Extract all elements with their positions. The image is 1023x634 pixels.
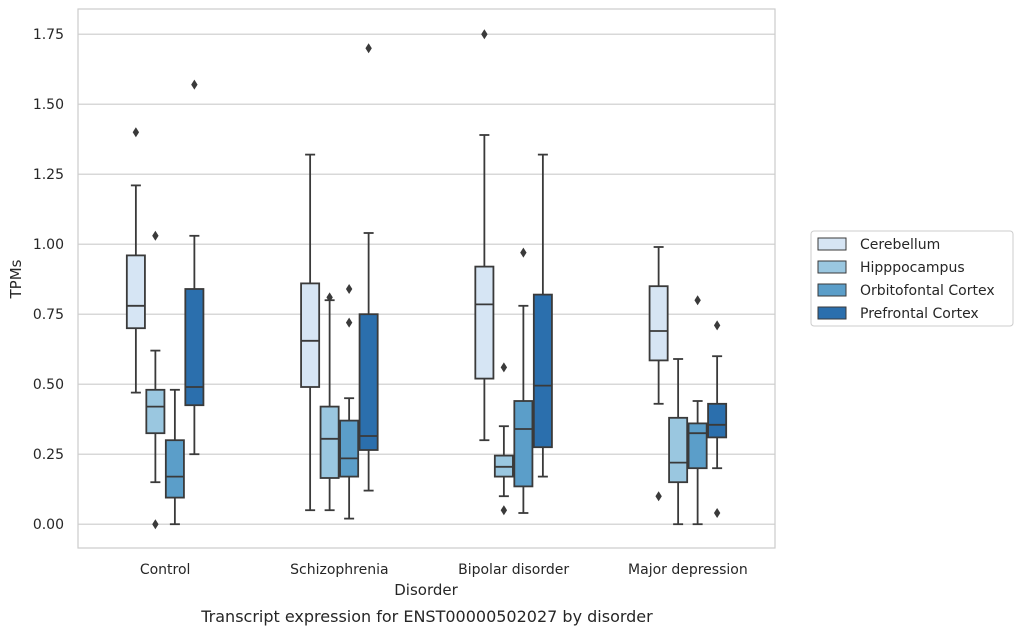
y-tick-label: 0.00: [33, 517, 64, 533]
series-hipppocampus: [145, 230, 689, 530]
x-axis-label: Disorder: [394, 581, 458, 599]
box-bipolar-disorder: [493, 362, 514, 516]
box-body: [707, 402, 728, 439]
box-control: [164, 388, 185, 526]
box-major-depression: [707, 320, 728, 518]
y-tick-label: 1.00: [33, 237, 64, 253]
box-body: [319, 405, 340, 479]
chart-caption: Transcript expression for ENST0000050202…: [200, 607, 653, 626]
box-control: [145, 230, 166, 530]
x-tick-label: Control: [140, 562, 191, 578]
x-tick-label: Major depression: [628, 562, 748, 578]
legend-label: Orbitofontal Cortex: [860, 283, 995, 299]
box-major-depression: [668, 358, 689, 526]
box-series-group: [125, 29, 728, 530]
y-axis-ticks: 0.00 0.25 0.50 0.75 1.00 1.25 1.50 1.75: [33, 27, 64, 533]
plot-area-frame: [77, 8, 776, 549]
box-body: [358, 313, 379, 451]
y-tick-label: 0.25: [33, 447, 64, 463]
box-bipolar-disorder: [532, 153, 553, 478]
box-bipolar-disorder: [513, 247, 534, 514]
box-body: [125, 254, 146, 330]
box-schizophrenia: [339, 284, 360, 520]
outlier-point: [152, 519, 159, 530]
series-orbitofontal-cortex: [164, 247, 708, 526]
y-tick-label: 1.75: [33, 27, 64, 43]
outlier-point: [132, 127, 140, 138]
box-body: [339, 419, 360, 478]
outlier-point: [345, 284, 353, 294]
legend-swatch: [817, 260, 847, 274]
legend-swatch: [817, 306, 847, 320]
legend-label: Hipppocampus: [860, 260, 965, 276]
y-axis-label: TPMs: [7, 259, 25, 299]
outlier-point: [500, 505, 508, 516]
outlier-point: [191, 79, 198, 90]
outlier-point: [481, 29, 488, 40]
box-schizophrenia: [319, 292, 340, 512]
box-body: [668, 416, 689, 484]
legend-swatch: [817, 237, 847, 251]
y-tick-label: 0.75: [33, 307, 64, 323]
x-tick-label: Bipolar disorder: [458, 562, 569, 578]
outlier-point: [500, 362, 508, 373]
box-body: [184, 288, 205, 407]
box-body: [474, 265, 495, 380]
outlier-point: [345, 317, 353, 328]
box-schizophrenia: [300, 153, 321, 512]
y-tick-label: 1.50: [33, 97, 64, 113]
y-tick-label: 1.25: [33, 167, 64, 183]
y-tick-label: 0.50: [33, 377, 64, 393]
outlier-point: [713, 320, 721, 331]
box-bipolar-disorder: [474, 29, 495, 442]
box-body: [532, 293, 553, 449]
outlier-point: [365, 43, 372, 54]
box-control: [125, 127, 146, 394]
legend: Cerebellum Hipppocampus Orbitofontal Corte…: [810, 230, 1014, 327]
box-body: [145, 388, 166, 435]
outlier-point: [520, 247, 527, 258]
outlier-point: [694, 295, 701, 306]
outlier-point: [655, 491, 662, 502]
outlier-point: [152, 230, 159, 241]
series-prefrontal-cortex: [184, 43, 728, 518]
box-body: [164, 439, 185, 499]
box-body: [687, 422, 708, 470]
box-control: [184, 79, 205, 456]
outlier-point: [713, 508, 721, 518]
box-major-depression: [687, 295, 708, 526]
legend-swatch: [817, 283, 847, 297]
box-body: [648, 285, 669, 362]
box-body: [513, 400, 534, 488]
box-schizophrenia: [358, 43, 379, 492]
outlier-point: [326, 292, 333, 303]
x-tick-label: Schizophrenia: [290, 562, 388, 578]
box-body: [300, 282, 321, 388]
series-cerebellum: [125, 29, 669, 512]
legend-label: Prefrontal Cortex: [860, 306, 979, 322]
x-axis-ticks: Control Schizophrenia Bipolar disorder Majo…: [140, 562, 748, 578]
box-major-depression: [648, 246, 669, 502]
legend-label: Cerebellum: [860, 237, 940, 253]
legend-frame: [810, 230, 1014, 327]
